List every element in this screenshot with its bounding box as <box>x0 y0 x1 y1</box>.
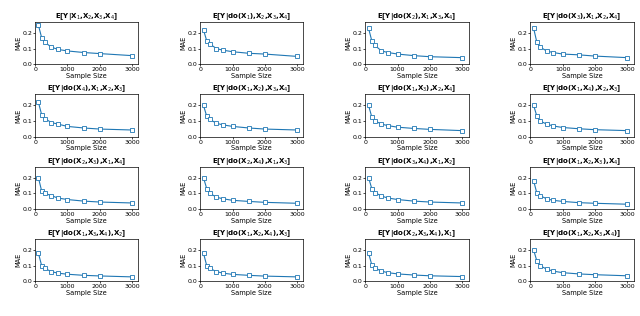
X-axis label: Sample Size: Sample Size <box>397 145 437 151</box>
X-axis label: Sample Size: Sample Size <box>397 218 437 224</box>
Title: E[Y|do(X$_1$,X$_2$,X$_3$,X$_4$)]: E[Y|do(X$_1$,X$_2$,X$_3$,X$_4$)] <box>542 228 621 239</box>
Title: E[Y|X$_1$,X$_2$,X$_3$,X$_4$]: E[Y|X$_1$,X$_2$,X$_3$,X$_4$] <box>55 11 118 22</box>
Y-axis label: MAE: MAE <box>180 108 186 123</box>
X-axis label: Sample Size: Sample Size <box>562 145 602 151</box>
Y-axis label: MAE: MAE <box>346 108 351 123</box>
X-axis label: Sample Size: Sample Size <box>232 290 272 296</box>
X-axis label: Sample Size: Sample Size <box>67 218 107 224</box>
Y-axis label: MAE: MAE <box>346 181 351 195</box>
Y-axis label: MAE: MAE <box>15 253 21 267</box>
X-axis label: Sample Size: Sample Size <box>67 145 107 151</box>
Title: E[Y|do(X$_3$),X$_1$,X$_2$,X$_4$]: E[Y|do(X$_3$),X$_1$,X$_2$,X$_4$] <box>542 11 621 22</box>
X-axis label: Sample Size: Sample Size <box>562 290 602 296</box>
Title: E[Y|do(X$_1$,X$_2$),X$_3$,X$_4$]: E[Y|do(X$_1$,X$_2$),X$_3$,X$_4$] <box>212 83 292 94</box>
Title: E[Y|do(X$_1$,X$_2$,X$_4$),X$_3$]: E[Y|do(X$_1$,X$_2$,X$_4$),X$_3$] <box>212 228 292 239</box>
X-axis label: Sample Size: Sample Size <box>67 290 107 296</box>
X-axis label: Sample Size: Sample Size <box>397 73 437 79</box>
Title: E[Y|do(X$_3$,X$_4$),X$_1$,X$_2$]: E[Y|do(X$_3$,X$_4$),X$_1$,X$_2$] <box>377 156 457 167</box>
Y-axis label: MAE: MAE <box>180 36 186 50</box>
Title: E[Y|do(X$_1$,X$_3$),X$_2$,X$_4$]: E[Y|do(X$_1$,X$_3$),X$_2$,X$_4$] <box>377 83 457 94</box>
Y-axis label: MAE: MAE <box>511 108 516 123</box>
Y-axis label: MAE: MAE <box>511 253 516 267</box>
Y-axis label: MAE: MAE <box>15 108 21 123</box>
Y-axis label: MAE: MAE <box>511 181 516 195</box>
X-axis label: Sample Size: Sample Size <box>67 73 107 79</box>
Title: E[Y|do(X$_1$,X$_4$),X$_2$,X$_3$]: E[Y|do(X$_1$,X$_4$),X$_2$,X$_3$] <box>542 83 621 94</box>
Y-axis label: MAE: MAE <box>511 36 516 50</box>
Title: E[Y|do(X$_1$,X$_3$,X$_4$),X$_2$]: E[Y|do(X$_1$,X$_3$,X$_4$),X$_2$] <box>47 228 127 239</box>
Title: E[Y|do(X$_1$),X$_2$,X$_3$,X$_4$]: E[Y|do(X$_1$),X$_2$,X$_3$,X$_4$] <box>212 11 292 22</box>
Y-axis label: MAE: MAE <box>346 253 351 267</box>
Title: E[Y|do(X$_1$,X$_2$,X$_3$),X$_4$]: E[Y|do(X$_1$,X$_2$,X$_3$),X$_4$] <box>542 156 621 167</box>
X-axis label: Sample Size: Sample Size <box>232 73 272 79</box>
Title: E[Y|do(X$_2$,X$_4$),X$_1$,X$_3$]: E[Y|do(X$_2$,X$_4$),X$_1$,X$_3$] <box>212 156 292 167</box>
Title: E[Y|do(X$_4$),X$_1$,X$_2$,X$_3$]: E[Y|do(X$_4$),X$_1$,X$_2$,X$_3$] <box>47 83 127 94</box>
Y-axis label: MAE: MAE <box>180 253 186 267</box>
X-axis label: Sample Size: Sample Size <box>232 145 272 151</box>
Y-axis label: MAE: MAE <box>15 36 21 50</box>
Y-axis label: MAE: MAE <box>346 36 351 50</box>
Title: E[Y|do(X$_2$,X$_3$,X$_4$),X$_1$]: E[Y|do(X$_2$,X$_3$,X$_4$),X$_1$] <box>377 228 457 239</box>
Title: E[Y|do(X$_2$,X$_3$),X$_1$,X$_4$]: E[Y|do(X$_2$,X$_3$),X$_1$,X$_4$] <box>47 156 127 167</box>
X-axis label: Sample Size: Sample Size <box>562 73 602 79</box>
Y-axis label: MAE: MAE <box>180 181 186 195</box>
X-axis label: Sample Size: Sample Size <box>562 218 602 224</box>
X-axis label: Sample Size: Sample Size <box>232 218 272 224</box>
Title: E[Y|do(X$_2$),X$_1$,X$_3$,X$_4$]: E[Y|do(X$_2$),X$_1$,X$_3$,X$_4$] <box>377 11 457 22</box>
X-axis label: Sample Size: Sample Size <box>397 290 437 296</box>
Y-axis label: MAE: MAE <box>15 181 21 195</box>
